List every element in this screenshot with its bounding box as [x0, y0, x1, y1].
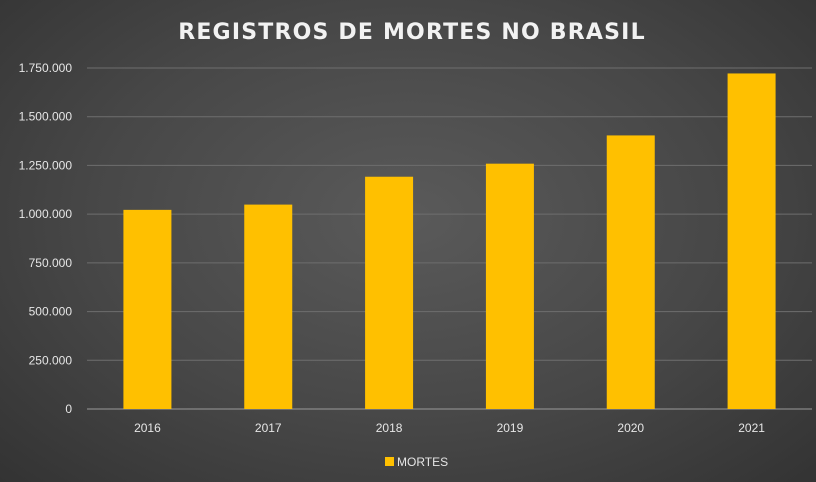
x-tick-label: 2019 [497, 421, 524, 435]
bar-2020 [606, 135, 655, 409]
x-tick-label: 2017 [255, 421, 282, 435]
x-tick-label: 2021 [738, 421, 765, 435]
bar-2021 [727, 73, 776, 410]
y-tick-label: 500.000 [29, 305, 73, 319]
legend: MORTES [385, 455, 448, 469]
y-tick-label: 1.750.000 [19, 61, 73, 75]
y-tick-label: 0 [65, 402, 72, 416]
chart-title: REGISTROS DE MORTES NO BRASIL [178, 20, 646, 45]
bars [123, 73, 776, 410]
y-tick-label: 750.000 [29, 256, 73, 270]
x-tick-label: 2016 [134, 421, 161, 435]
x-tick-label: 2018 [376, 421, 403, 435]
bar-2017 [244, 204, 293, 409]
y-tick-label: 1.000.000 [19, 207, 73, 221]
y-axis-ticks: 0 250.000 500.000 750.000 1.000.000 1.250.000… [19, 61, 73, 416]
x-tick-label: 2020 [617, 421, 644, 435]
y-tick-label: 250.000 [29, 353, 73, 367]
y-tick-label: 1.500.000 [19, 110, 73, 124]
y-tick-label: 1.250.000 [19, 158, 73, 172]
x-axis-ticks: 2016 2017 2018 2019 2020 2021 [134, 421, 765, 435]
bar-2019 [485, 163, 534, 409]
legend-swatch [385, 457, 394, 466]
legend-label: MORTES [397, 455, 448, 469]
bar-2018 [365, 176, 414, 409]
gridlines [87, 67, 812, 410]
bar-2016 [123, 209, 172, 409]
